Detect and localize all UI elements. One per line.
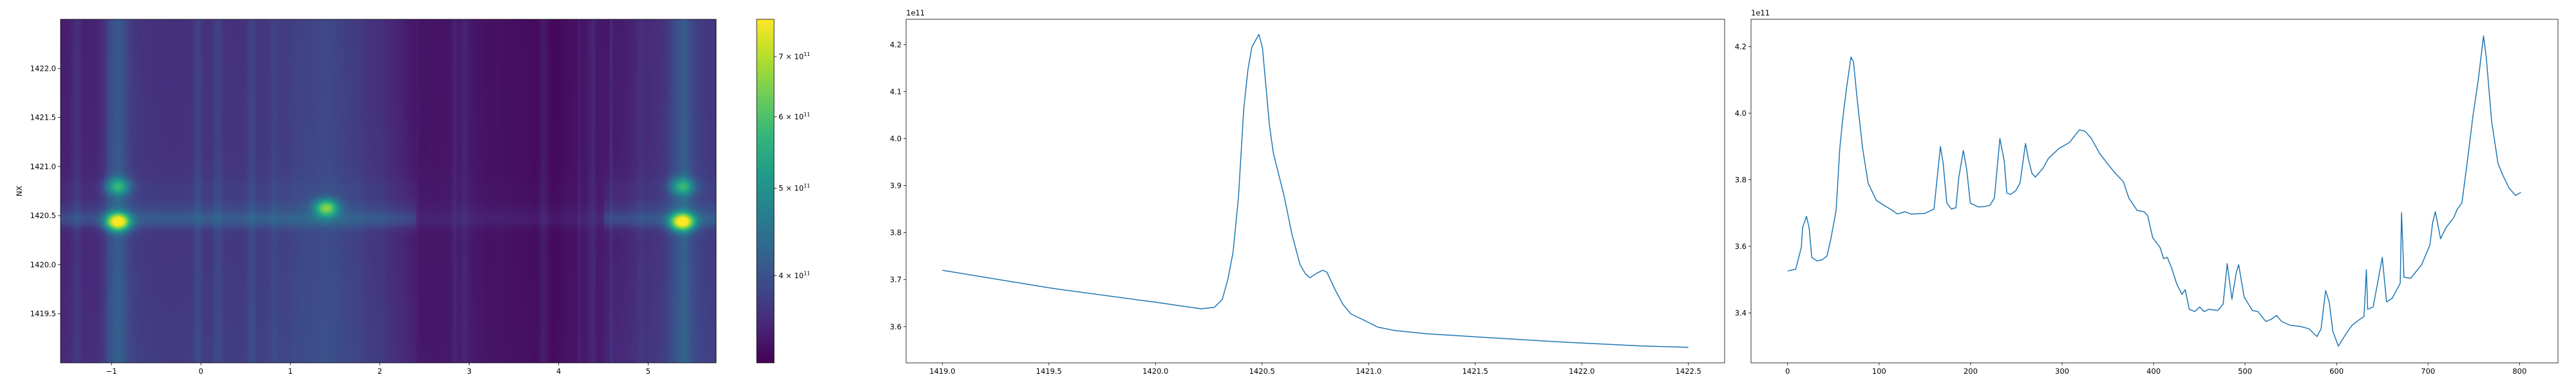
axes-frame bbox=[1750, 19, 2559, 363]
heatmap-axes: −1 0 1 2 3 4 5 1419.5 1420.0 1420.5 1421.0 1421.5 14… bbox=[15, 19, 717, 376]
x-tick-label: 1421.0 bbox=[1356, 367, 1381, 376]
x-tick-label: 1420.5 bbox=[1249, 367, 1275, 376]
x-tick-label: 1419.5 bbox=[1036, 367, 1062, 376]
y-tick-label: 1420.5 bbox=[30, 211, 56, 220]
x-tick-label: 300 bbox=[2055, 367, 2069, 376]
y-tick-label: 3.4 bbox=[1735, 308, 1747, 317]
x-tick-label: 1 bbox=[288, 367, 292, 376]
y-tick-label: 1419.5 bbox=[30, 309, 56, 318]
x-tick-label: 3 bbox=[467, 367, 471, 376]
x-tick-label: 4 bbox=[556, 367, 561, 376]
x-tick-label: −1 bbox=[106, 367, 117, 376]
y-axis-label: NX bbox=[15, 186, 24, 197]
y-tick-label: 1421.0 bbox=[30, 162, 56, 171]
x-tick-label: 800 bbox=[2512, 367, 2526, 376]
y-tick-label: 3.8 bbox=[1735, 175, 1747, 184]
frequency-profile-axes: 1419.0 1419.5 1420.0 1420.5 1421.0 1421.5 1422… bbox=[890, 8, 1725, 376]
y-tick-label: 1422.0 bbox=[30, 64, 56, 73]
x-tick-label: 0 bbox=[198, 367, 203, 376]
colorbar: 4 × 1011 5 × 1011 6 × 1011 7 × 1011 bbox=[756, 19, 810, 363]
y-offset-label: 1e11 bbox=[906, 8, 925, 17]
x-tick-label: 1420.0 bbox=[1142, 367, 1168, 376]
colorbar-tick-label: 6 × 1011 bbox=[779, 112, 810, 122]
x-tick-label: 600 bbox=[2329, 367, 2344, 376]
x-tick-label: 0 bbox=[1785, 367, 1790, 376]
y-tick-label: 4.0 bbox=[1735, 109, 1747, 118]
y-offset-label: 1e11 bbox=[1751, 8, 1770, 17]
x-tick-label: 1422.5 bbox=[1676, 367, 1701, 376]
y-tick-label: 3.7 bbox=[890, 275, 902, 284]
axes-frame bbox=[60, 19, 717, 363]
colorbar-tick-label: 7 × 1011 bbox=[779, 51, 810, 61]
colorbar-tick-label: 5 × 1011 bbox=[779, 183, 810, 193]
y-tick-label: 4.1 bbox=[890, 87, 902, 96]
y-tick-label: 1420.0 bbox=[30, 260, 56, 269]
x-tick-label: 1421.5 bbox=[1463, 367, 1488, 376]
x-tick-label: 1419.0 bbox=[929, 367, 955, 376]
x-tick-label: 100 bbox=[1872, 367, 1886, 376]
series-line bbox=[942, 33, 1689, 348]
x-tick-label: 5 bbox=[646, 367, 650, 376]
y-tick-label: 3.9 bbox=[890, 181, 902, 190]
colorbar-frame bbox=[756, 19, 775, 363]
x-tick-label: 200 bbox=[1964, 367, 1978, 376]
y-tick-label: 4.0 bbox=[890, 134, 902, 143]
y-tick-label: 3.6 bbox=[890, 322, 902, 331]
y-tick-label: 4.2 bbox=[890, 40, 902, 49]
y-tick-label: 3.8 bbox=[890, 228, 902, 237]
y-tick-label: 4.2 bbox=[1735, 42, 1747, 51]
x-tick-label: 500 bbox=[2238, 367, 2252, 376]
colorbar-gradient bbox=[757, 19, 774, 363]
x-tick-label: 1422.0 bbox=[1569, 367, 1595, 376]
y-tick-label: 3.6 bbox=[1735, 242, 1747, 251]
heatmap-image bbox=[61, 19, 716, 363]
x-tick-label: 2 bbox=[377, 367, 382, 376]
axes-frame bbox=[905, 19, 1725, 363]
y-tick-label: 1421.5 bbox=[30, 113, 56, 122]
series-line bbox=[1787, 35, 2521, 347]
colorbar-tick-label: 4 × 1011 bbox=[779, 270, 810, 280]
x-tick-label: 400 bbox=[2146, 367, 2161, 376]
column-profile-axes: 0 100 200 300 400 500 600 700 800 3.4 3.6 3.8 4.0 4.2… bbox=[1735, 8, 2559, 376]
x-tick-label: 700 bbox=[2421, 367, 2435, 376]
